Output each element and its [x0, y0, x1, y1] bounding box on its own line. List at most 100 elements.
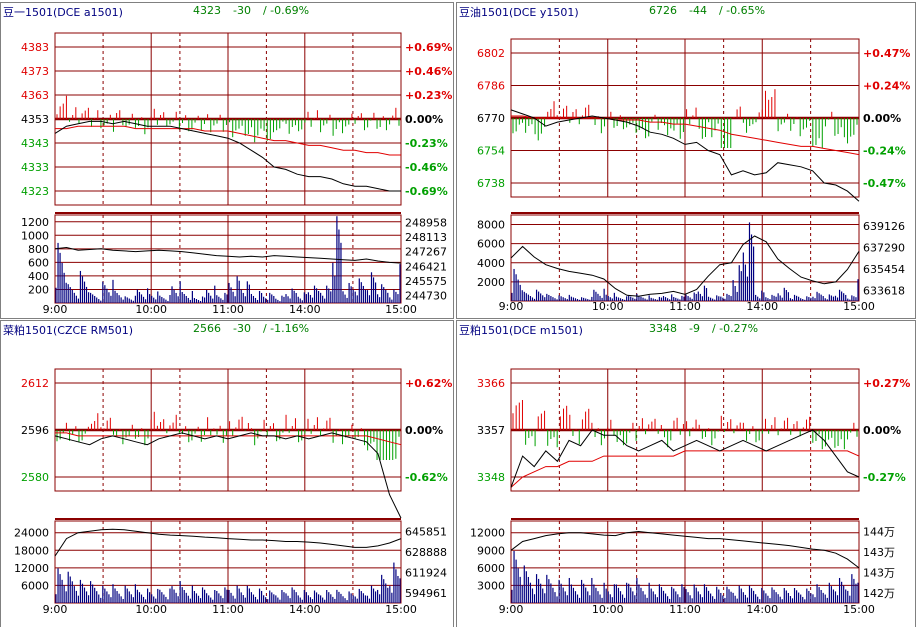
price-line — [510, 429, 860, 488]
price-tick-label: 6754 — [477, 145, 505, 158]
oi-tick-label: 645851 — [405, 525, 447, 538]
price-tick-label: 3366 — [477, 377, 505, 390]
price-tick-label: 4343 — [21, 137, 49, 150]
time-tick-label: 9:00 — [499, 603, 524, 616]
price-line — [510, 109, 860, 202]
panel-header: 豆油1501(DCE y1501) 6726 -44 / -0.65% — [459, 4, 765, 20]
oi-tick-label: 633618 — [863, 284, 905, 297]
volume-tick-label: 9000 — [477, 544, 505, 557]
pct-tick-label: 0.00% — [863, 424, 901, 437]
volume-tick-label: 400 — [28, 270, 49, 283]
pct-tick-label: -0.47% — [863, 177, 906, 190]
price-tick-label: 4353 — [21, 113, 49, 126]
time-tick-label: 9:00 — [43, 303, 68, 316]
open-interest-line — [510, 530, 860, 569]
average-price-line — [55, 125, 401, 156]
time-tick-label: 14:00 — [289, 603, 321, 616]
quote-pct: / -1.16% — [262, 322, 310, 335]
time-tick-label: 10:00 — [135, 303, 167, 316]
pct-tick-label: +0.23% — [405, 89, 452, 102]
pct-tick-label: -0.24% — [863, 145, 906, 158]
open-interest-line — [510, 235, 860, 297]
quote-summary: 2566 -30 / -1.16% — [193, 322, 309, 335]
time-tick-label: 10:00 — [135, 603, 167, 616]
volume-tick-label: 24000 — [14, 527, 49, 540]
quote-summary: 6726 -44 / -0.65% — [649, 4, 765, 17]
pct-tick-label: +0.46% — [405, 65, 452, 78]
price-tick-label: 6802 — [477, 47, 505, 60]
volume-tick-label: 1200 — [21, 216, 49, 229]
panel-header: 豆一1501(DCE a1501) 4323 -30 / -0.69% — [3, 4, 309, 20]
oi-tick-label: 635454 — [863, 263, 905, 276]
oi-tick-label: 248958 — [405, 216, 447, 229]
volume-tick-label: 2000 — [477, 276, 505, 289]
price-line — [54, 432, 402, 519]
oi-tick-label: 248113 — [405, 231, 447, 244]
chart-panel-y1501[interactable]: 6802 +0.47% 6786 +0.24% 6770 0.00% 6754 -0.24% 6… — [456, 2, 916, 319]
open-interest-line — [54, 246, 402, 264]
time-tick-label: 9:00 — [43, 603, 68, 616]
price-tick-label: 4363 — [21, 89, 49, 102]
pct-tick-label: -0.62% — [405, 471, 448, 484]
oi-tick-label: 244730 — [405, 290, 447, 303]
oi-tick-label: 639126 — [863, 220, 905, 233]
oi-tick-label: 594961 — [405, 587, 447, 600]
quote-pct: / -0.65% — [718, 4, 766, 17]
time-tick-label: 11:00 — [212, 603, 244, 616]
price-tick-label: 4323 — [21, 185, 49, 198]
time-tick-label: 11:00 — [212, 303, 244, 316]
price-tick-label: 4383 — [21, 41, 49, 54]
price-tick-label: 3348 — [477, 471, 505, 484]
price-tick-label: 2580 — [21, 471, 49, 484]
volume-tick-label: 8000 — [477, 219, 505, 232]
pct-tick-label: -0.23% — [405, 137, 448, 150]
pct-tick-label: 0.00% — [863, 112, 901, 125]
quote-change: -9 — [689, 322, 700, 335]
average-price-line — [510, 450, 860, 488]
pct-tick-label: -0.27% — [863, 471, 906, 484]
quote-price: 4323 — [193, 4, 221, 17]
time-tick-label: 10:00 — [592, 300, 624, 313]
volume-tick-label: 3000 — [477, 579, 505, 592]
price-tick-label: 2596 — [21, 424, 49, 437]
quote-pct: / -0.27% — [711, 322, 759, 335]
panel-header: 豆粕1501(DCE m1501) 3348 -9 / -0.27% — [459, 322, 758, 338]
price-tick-label: 6770 — [477, 112, 505, 125]
oi-tick-label: 246421 — [405, 260, 447, 273]
oi-tick-label: 142万 — [863, 587, 895, 600]
volume-tick-label: 18000 — [14, 544, 49, 557]
chart-svg: 6802 +0.47% 6786 +0.24% 6770 0.00% 6754 -0.24% 6… — [477, 38, 910, 313]
volume-tick-label: 600 — [28, 256, 49, 269]
volume-tick-label: 6000 — [477, 238, 505, 251]
volume-tick-label: 12000 — [470, 527, 505, 540]
quote-change: -30 — [233, 322, 251, 335]
pct-tick-label: +0.47% — [863, 47, 910, 60]
chart-svg: 4383 +0.69% 4373 +0.46% 4363 +0.23% 4353 0.00% 4… — [21, 32, 452, 316]
oi-tick-label: 143万 — [863, 546, 895, 559]
quote-price: 6726 — [649, 4, 677, 17]
chart-panel-RM501[interactable]: 2612 +0.62% 2596 0.00% 2580 -0.62% 24000 645851… — [0, 320, 454, 627]
oi-tick-label: 637290 — [863, 241, 905, 254]
open-interest-line — [54, 528, 402, 557]
oi-tick-label: 611924 — [405, 566, 447, 579]
price-tick-label: 2612 — [21, 377, 49, 390]
time-tick-label: 11:00 — [669, 603, 701, 616]
pct-tick-label: 0.00% — [405, 424, 443, 437]
price-tick-label: 3357 — [477, 424, 505, 437]
pct-tick-label: -0.46% — [405, 161, 448, 174]
oi-tick-label: 143万 — [863, 566, 895, 579]
quote-summary: 3348 -9 / -0.27% — [649, 322, 758, 335]
symbol-label: 豆油1501(DCE y1501) — [459, 6, 579, 19]
quote-price: 2566 — [193, 322, 221, 335]
chart-panel-m1501[interactable]: 3366 +0.27% 3357 0.00% 3348 -0.27% 12000 144万 90… — [456, 320, 916, 627]
time-tick-label: 15:00 — [385, 303, 417, 316]
oi-tick-label: 247267 — [405, 246, 447, 259]
time-tick-label: 11:00 — [669, 300, 701, 313]
pct-tick-label: +0.24% — [863, 80, 910, 93]
oi-tick-label: 628888 — [405, 546, 447, 559]
chart-panel-a1501[interactable]: 4383 +0.69% 4373 +0.46% 4363 +0.23% 4353 0.00% 4… — [0, 2, 454, 319]
volume-tick-label: 6000 — [21, 579, 49, 592]
oi-tick-label: 144万 — [863, 525, 895, 538]
volume-tick-label: 6000 — [477, 562, 505, 575]
symbol-label: 菜粕1501(CZCE RM501) — [3, 324, 134, 337]
